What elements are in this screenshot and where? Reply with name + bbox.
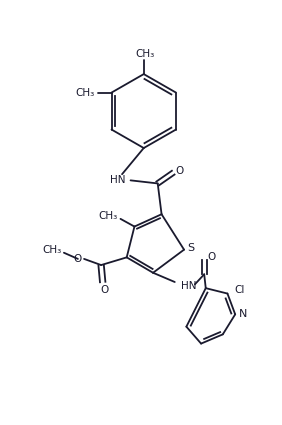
Text: CH₃: CH₃ bbox=[136, 49, 155, 59]
Text: HN: HN bbox=[181, 281, 197, 291]
Text: HN: HN bbox=[111, 176, 126, 185]
Text: O: O bbox=[74, 254, 82, 264]
Text: O: O bbox=[208, 252, 216, 262]
Text: O: O bbox=[100, 285, 108, 295]
Text: S: S bbox=[188, 243, 195, 253]
Text: N: N bbox=[239, 309, 247, 319]
Text: Cl: Cl bbox=[235, 285, 245, 295]
Text: O: O bbox=[175, 166, 184, 176]
Text: CH₃: CH₃ bbox=[76, 88, 95, 98]
Text: CH₃: CH₃ bbox=[42, 245, 61, 255]
Text: CH₃: CH₃ bbox=[98, 211, 118, 221]
